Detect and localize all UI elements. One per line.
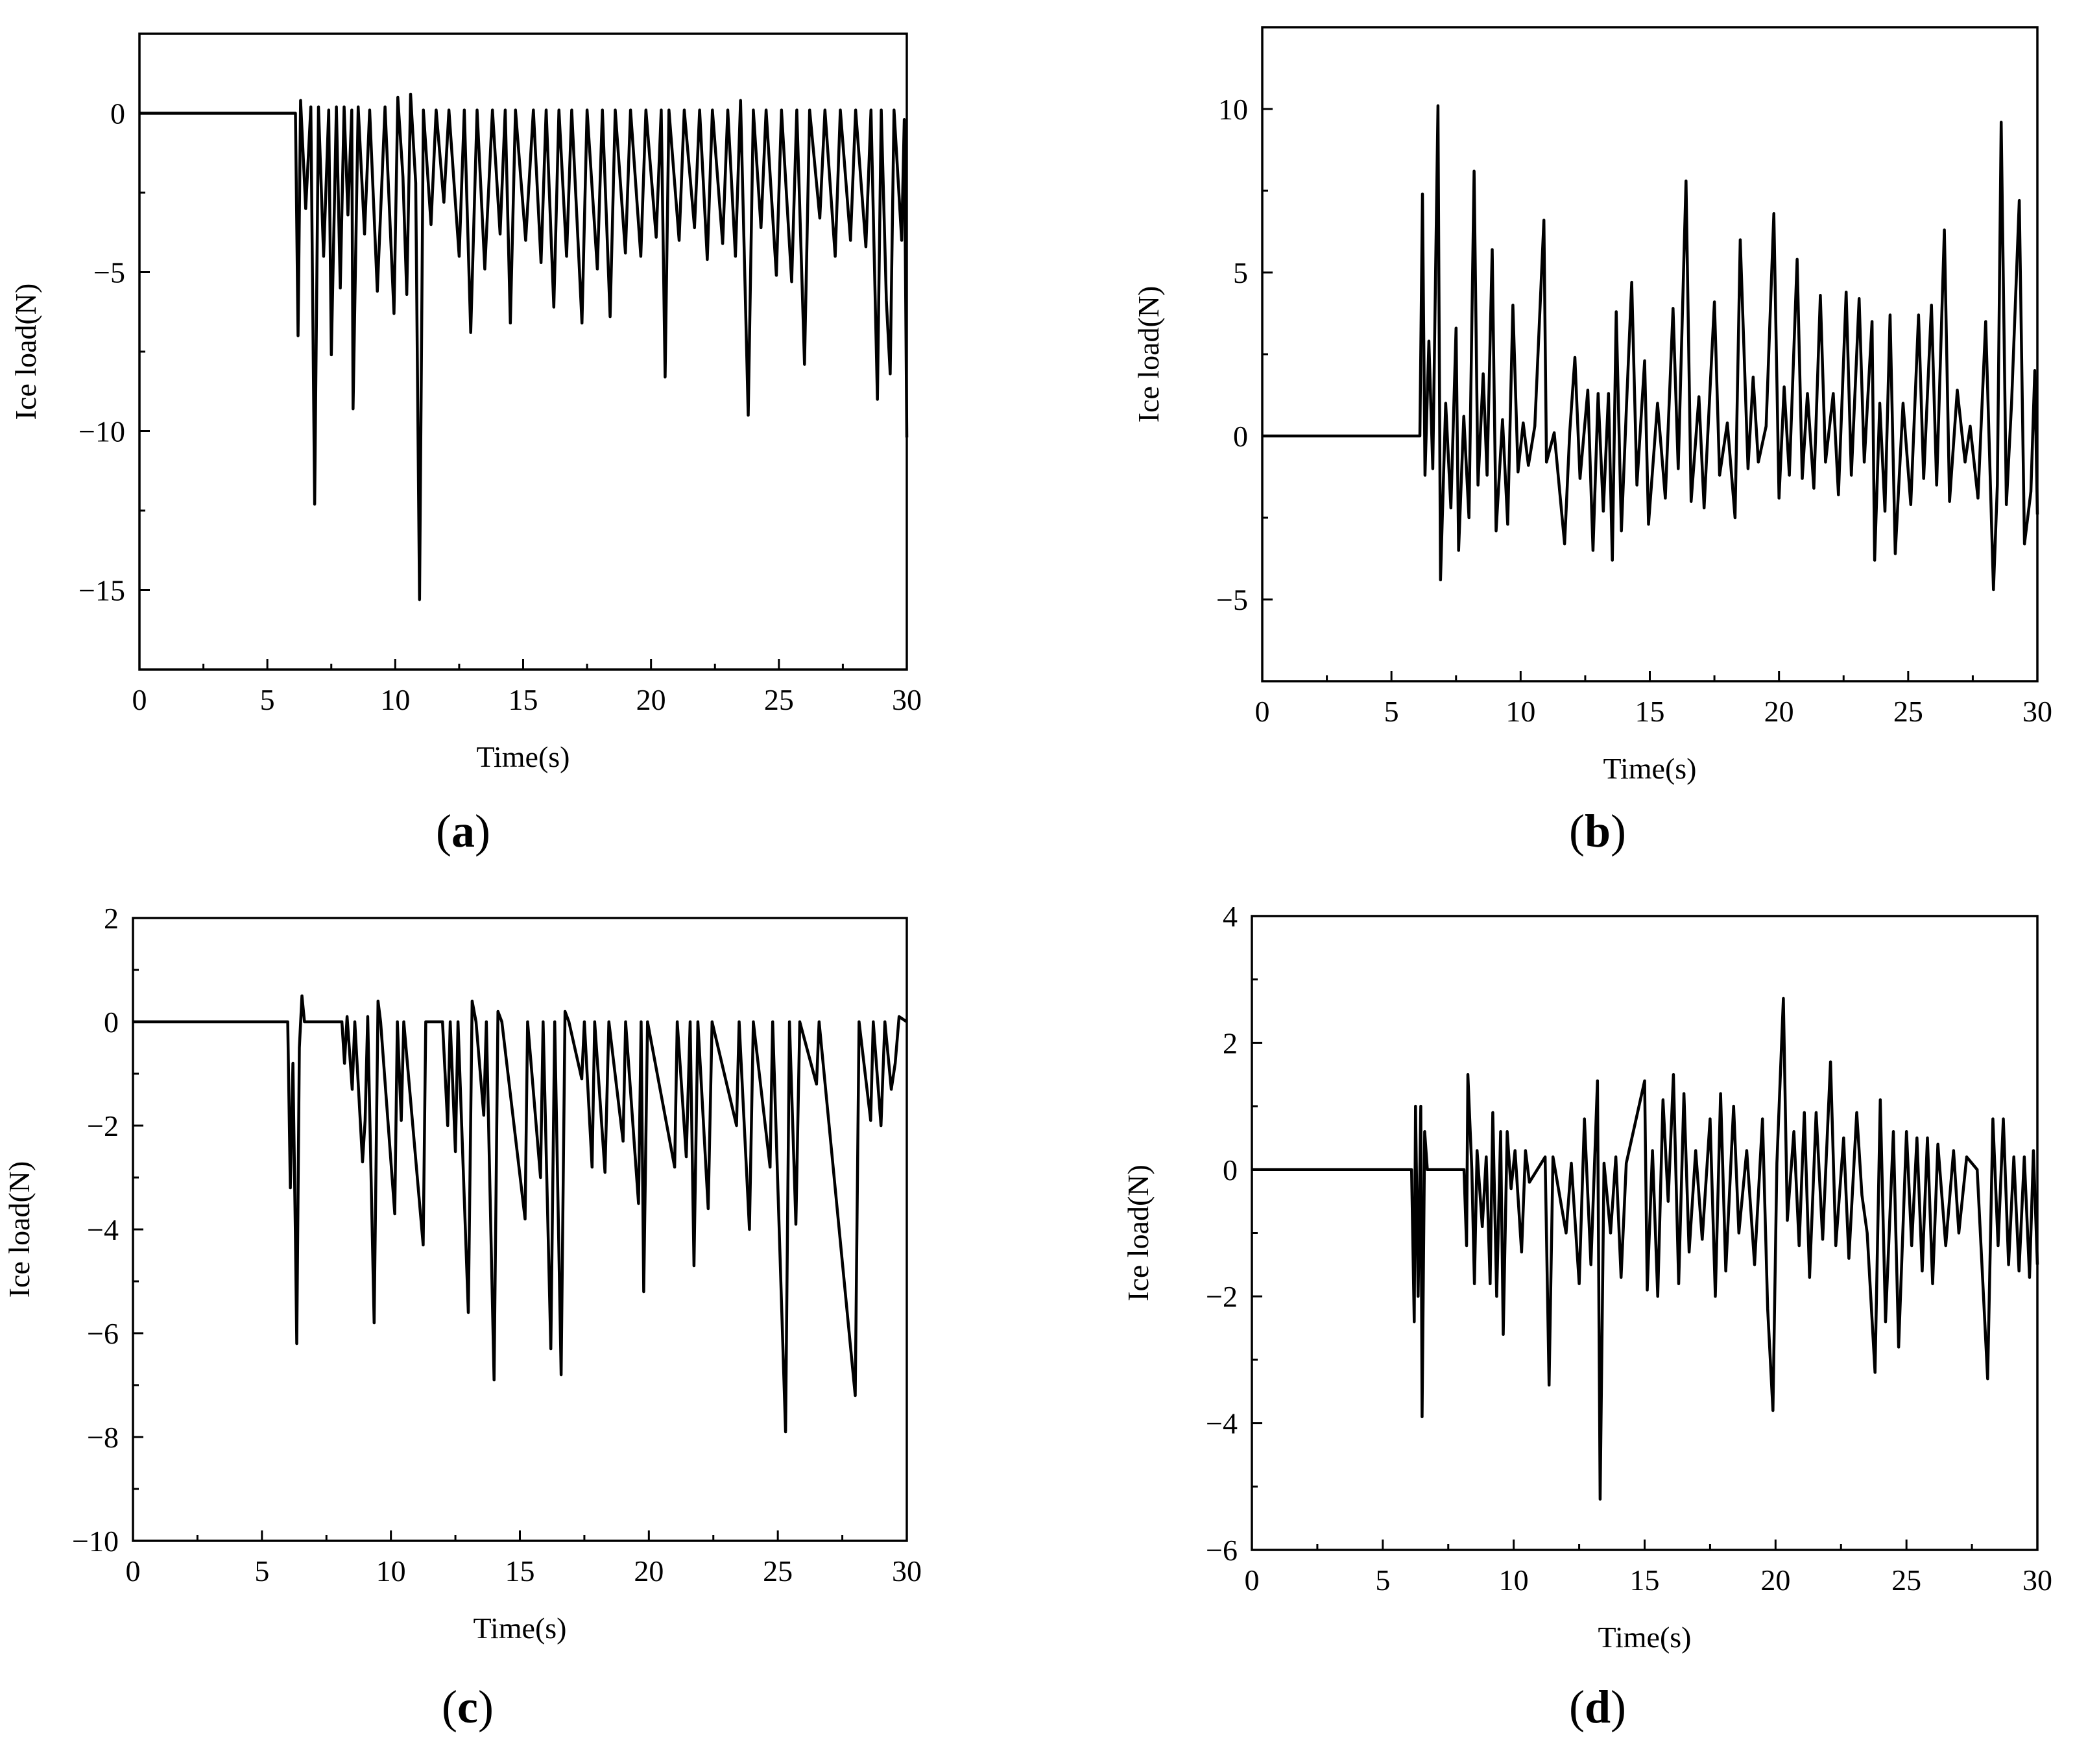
y-tick-label: −10 (78, 415, 125, 448)
y-axis-label: Ice load(N) (9, 284, 42, 420)
x-tick-label: 5 (260, 683, 275, 716)
x-tick-label: 30 (892, 683, 922, 716)
x-tick-label: 0 (1245, 1564, 1260, 1597)
y-tick-label: 0 (1223, 1154, 1238, 1187)
x-tick-label: 25 (1891, 1564, 1921, 1597)
plot-frame (132, 917, 908, 1542)
x-tick-label: 20 (634, 1554, 664, 1588)
y-tick-label: 0 (110, 97, 125, 130)
y-tick-label: −2 (87, 1109, 119, 1142)
y-tick-label: −15 (78, 574, 125, 607)
panel-caption: (a) (436, 805, 490, 857)
x-tick-label: 0 (126, 1554, 141, 1588)
x-axis-label: Time(s) (477, 740, 570, 773)
panel-caption: (c) (442, 1681, 494, 1733)
y-tick-label: −10 (72, 1525, 119, 1558)
y-tick-label: −5 (1216, 583, 1248, 616)
y-tick-label: 5 (1233, 256, 1248, 289)
y-tick-label: 0 (104, 1006, 119, 1039)
x-tick-label: 20 (1760, 1564, 1790, 1597)
series-line (1262, 104, 2039, 592)
y-tick-label: 10 (1218, 93, 1248, 126)
panel-caption: (b) (1569, 805, 1626, 857)
x-tick-label: 5 (254, 1554, 269, 1588)
series-line (139, 92, 909, 601)
x-tick-label: 10 (1505, 695, 1535, 728)
x-tick-label: 20 (1764, 695, 1794, 728)
y-tick-label: −6 (1206, 1534, 1238, 1567)
x-tick-label: 15 (1630, 1564, 1660, 1597)
x-tick-label: 25 (1893, 695, 1923, 728)
y-tick-label: −5 (93, 256, 125, 289)
y-tick-label: −4 (87, 1213, 119, 1246)
x-tick-label: 0 (132, 683, 147, 716)
y-tick-label: 2 (104, 902, 119, 935)
panel-caption: (d) (1569, 1681, 1626, 1733)
series-line (133, 994, 908, 1434)
y-tick-label: −2 (1206, 1280, 1238, 1313)
x-tick-label: 30 (2022, 1564, 2052, 1597)
x-tick-label: 25 (764, 683, 794, 716)
x-tick-label: 20 (636, 683, 666, 716)
x-tick-label: 15 (509, 683, 538, 716)
x-tick-label: 5 (1375, 1564, 1390, 1597)
x-tick-label: 0 (1255, 695, 1270, 728)
x-tick-label: 30 (2022, 695, 2052, 728)
x-tick-label: 25 (763, 1554, 793, 1588)
y-tick-label: 2 (1223, 1026, 1238, 1059)
y-axis-label: Ice load(N) (1132, 286, 1165, 423)
y-tick-label: 0 (1233, 420, 1248, 453)
x-axis-label: Time(s) (474, 1612, 567, 1645)
y-axis-label: Ice load(N) (3, 1161, 36, 1298)
x-tick-label: 10 (380, 683, 410, 716)
x-tick-label: 10 (376, 1554, 406, 1588)
chart-panel-b: 0 5 10 15 20 25 30 10 5 0 −5 Time(s) Ice load(N) (1132, 26, 2052, 785)
y-axis-label: Ice load(N) (1121, 1165, 1155, 1301)
y-tick-label: −6 (87, 1317, 119, 1350)
y-tick-label: −4 (1206, 1407, 1238, 1440)
x-tick-label: 5 (1384, 695, 1399, 728)
x-tick-label: 30 (892, 1554, 922, 1588)
x-tick-label: 15 (1635, 695, 1665, 728)
y-tick-label: 4 (1223, 900, 1238, 933)
plot-frame (138, 32, 908, 671)
x-tick-label: 15 (505, 1554, 535, 1588)
y-tick-label: −8 (87, 1421, 119, 1454)
x-axis-label: Time(s) (1598, 1621, 1692, 1654)
x-axis-label: Time(s) (1603, 752, 1697, 785)
series-line (1252, 997, 2039, 1501)
chart-panel-a: 0 5 10 15 20 25 30 0 −5 −10 −15 Time(s) Ice load(N) (9, 32, 922, 773)
x-tick-label: 10 (1499, 1564, 1529, 1597)
